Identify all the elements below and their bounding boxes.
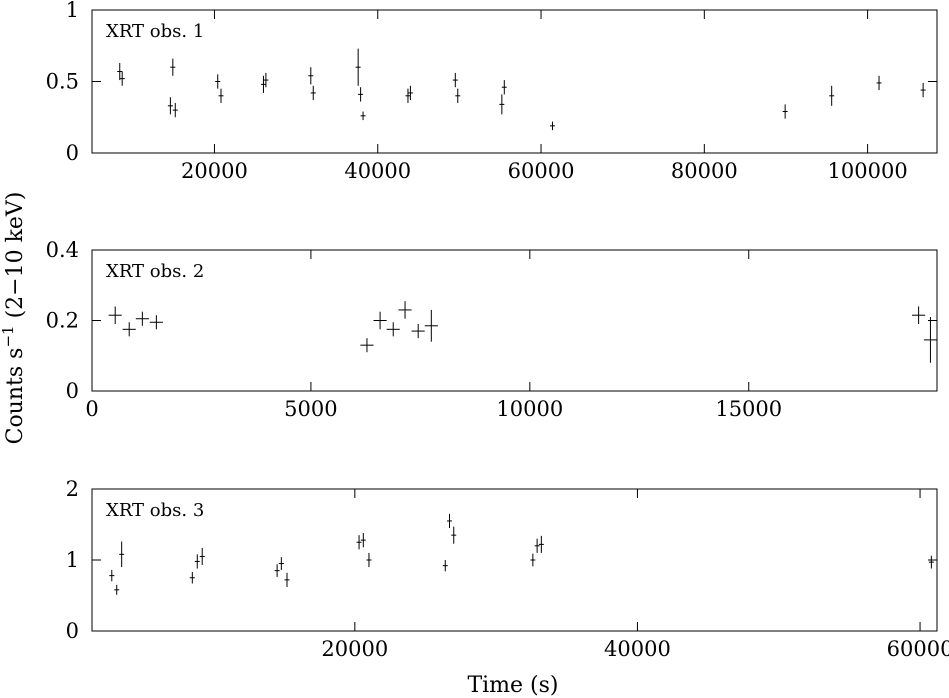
data-point bbox=[172, 102, 178, 118]
y-axis-label-tail: (2−10 keV) bbox=[3, 192, 28, 326]
data-point bbox=[452, 72, 458, 88]
x-tick-label: 40000 bbox=[604, 637, 671, 661]
data-point bbox=[360, 111, 366, 121]
x-tick-label: 60000 bbox=[887, 637, 949, 661]
y-axis-label-main: Counts s bbox=[3, 348, 28, 445]
data-point bbox=[407, 85, 413, 101]
data-point bbox=[122, 322, 136, 337]
y-tick-label: 0.4 bbox=[46, 238, 79, 262]
panel-2: 0 5000 10000 15000 0 0.2 0.4 XRT obs. 2 bbox=[46, 238, 938, 421]
data-point bbox=[530, 553, 536, 567]
data-point bbox=[424, 309, 438, 342]
data-point bbox=[109, 569, 115, 582]
data-point bbox=[411, 324, 425, 339]
data-point bbox=[876, 75, 882, 91]
x-tick-label: 80000 bbox=[671, 159, 738, 183]
data-point bbox=[398, 301, 412, 319]
data-point bbox=[912, 306, 926, 325]
data-point bbox=[199, 547, 205, 565]
plot-frame bbox=[91, 249, 938, 392]
y-tick-label: 0.2 bbox=[46, 309, 79, 333]
data-point bbox=[119, 71, 125, 86]
panel-1: 20000 40000 60000 80000 100000 0 0.5 1 XRT obs. … bbox=[46, 0, 938, 183]
x-tick-label: 20000 bbox=[321, 637, 388, 661]
data-point bbox=[117, 62, 123, 81]
data-point bbox=[538, 535, 544, 553]
data-point bbox=[455, 88, 461, 103]
x-tick-label: 5000 bbox=[284, 397, 337, 421]
y-tick-label: 2 bbox=[66, 477, 79, 501]
y-tick-label: 1 bbox=[66, 548, 79, 572]
data-point bbox=[549, 121, 555, 131]
data-point bbox=[442, 560, 448, 572]
data-point bbox=[928, 555, 934, 569]
data-point bbox=[451, 526, 457, 544]
data-point bbox=[194, 554, 200, 569]
y-tick-label: 0 bbox=[66, 379, 79, 403]
data-point bbox=[447, 513, 452, 529]
x-tick-label: 100000 bbox=[828, 159, 908, 183]
data-point bbox=[278, 557, 284, 570]
data-point bbox=[499, 94, 505, 115]
data-point bbox=[366, 552, 372, 568]
data-point bbox=[920, 82, 926, 98]
data-point bbox=[135, 311, 149, 326]
panel-title: XRT obs. 1 bbox=[106, 21, 204, 42]
y-axis-label: Counts s−1 (2−10 keV) bbox=[0, 192, 28, 445]
y-tick-label: 0 bbox=[66, 141, 79, 165]
data-point bbox=[274, 564, 280, 578]
data-point bbox=[189, 572, 195, 584]
data-point bbox=[360, 533, 366, 548]
data-point bbox=[310, 85, 316, 101]
data-point bbox=[167, 97, 173, 115]
data-point bbox=[170, 58, 176, 76]
data-point bbox=[215, 74, 221, 89]
data-point bbox=[149, 315, 163, 330]
x-tick-label: 10000 bbox=[496, 397, 563, 421]
x-tick-label: 40000 bbox=[344, 159, 411, 183]
data-point bbox=[829, 85, 835, 106]
data-point bbox=[284, 572, 290, 587]
data-point bbox=[218, 88, 224, 103]
panel-title: XRT obs. 3 bbox=[106, 500, 204, 521]
data-point bbox=[119, 541, 125, 568]
x-tick-label: 60000 bbox=[508, 159, 575, 183]
data-point bbox=[355, 48, 361, 86]
panel-title: XRT obs. 2 bbox=[106, 261, 204, 282]
x-tick-label: 20000 bbox=[181, 159, 248, 183]
data-point bbox=[923, 316, 937, 363]
x-axis-label: Time (s) bbox=[467, 673, 558, 698]
data-point bbox=[405, 88, 411, 103]
data-point bbox=[114, 584, 120, 595]
y-tick-label: 0.5 bbox=[46, 70, 79, 94]
x-tick-label: 0 bbox=[85, 397, 98, 421]
y-tick-label: 1 bbox=[66, 0, 79, 22]
data-point bbox=[356, 535, 362, 550]
panel-3: 20000 40000 60000 0 1 2 XRT obs. 3 bbox=[66, 477, 949, 661]
data-point bbox=[386, 322, 400, 337]
x-tick-label: 15000 bbox=[715, 397, 782, 421]
data-point bbox=[373, 311, 387, 330]
y-axis-label-superscript: −1 bbox=[0, 325, 17, 347]
data-point bbox=[782, 104, 788, 119]
data-point bbox=[358, 87, 364, 102]
data-point bbox=[360, 338, 374, 353]
data-point bbox=[263, 72, 269, 88]
data-point bbox=[534, 538, 540, 553]
data-point bbox=[501, 80, 507, 95]
plot-frame bbox=[91, 488, 938, 632]
y-tick-label: 0 bbox=[66, 619, 79, 643]
data-point bbox=[260, 75, 266, 93]
data-point bbox=[308, 67, 314, 85]
data-point bbox=[108, 306, 122, 325]
